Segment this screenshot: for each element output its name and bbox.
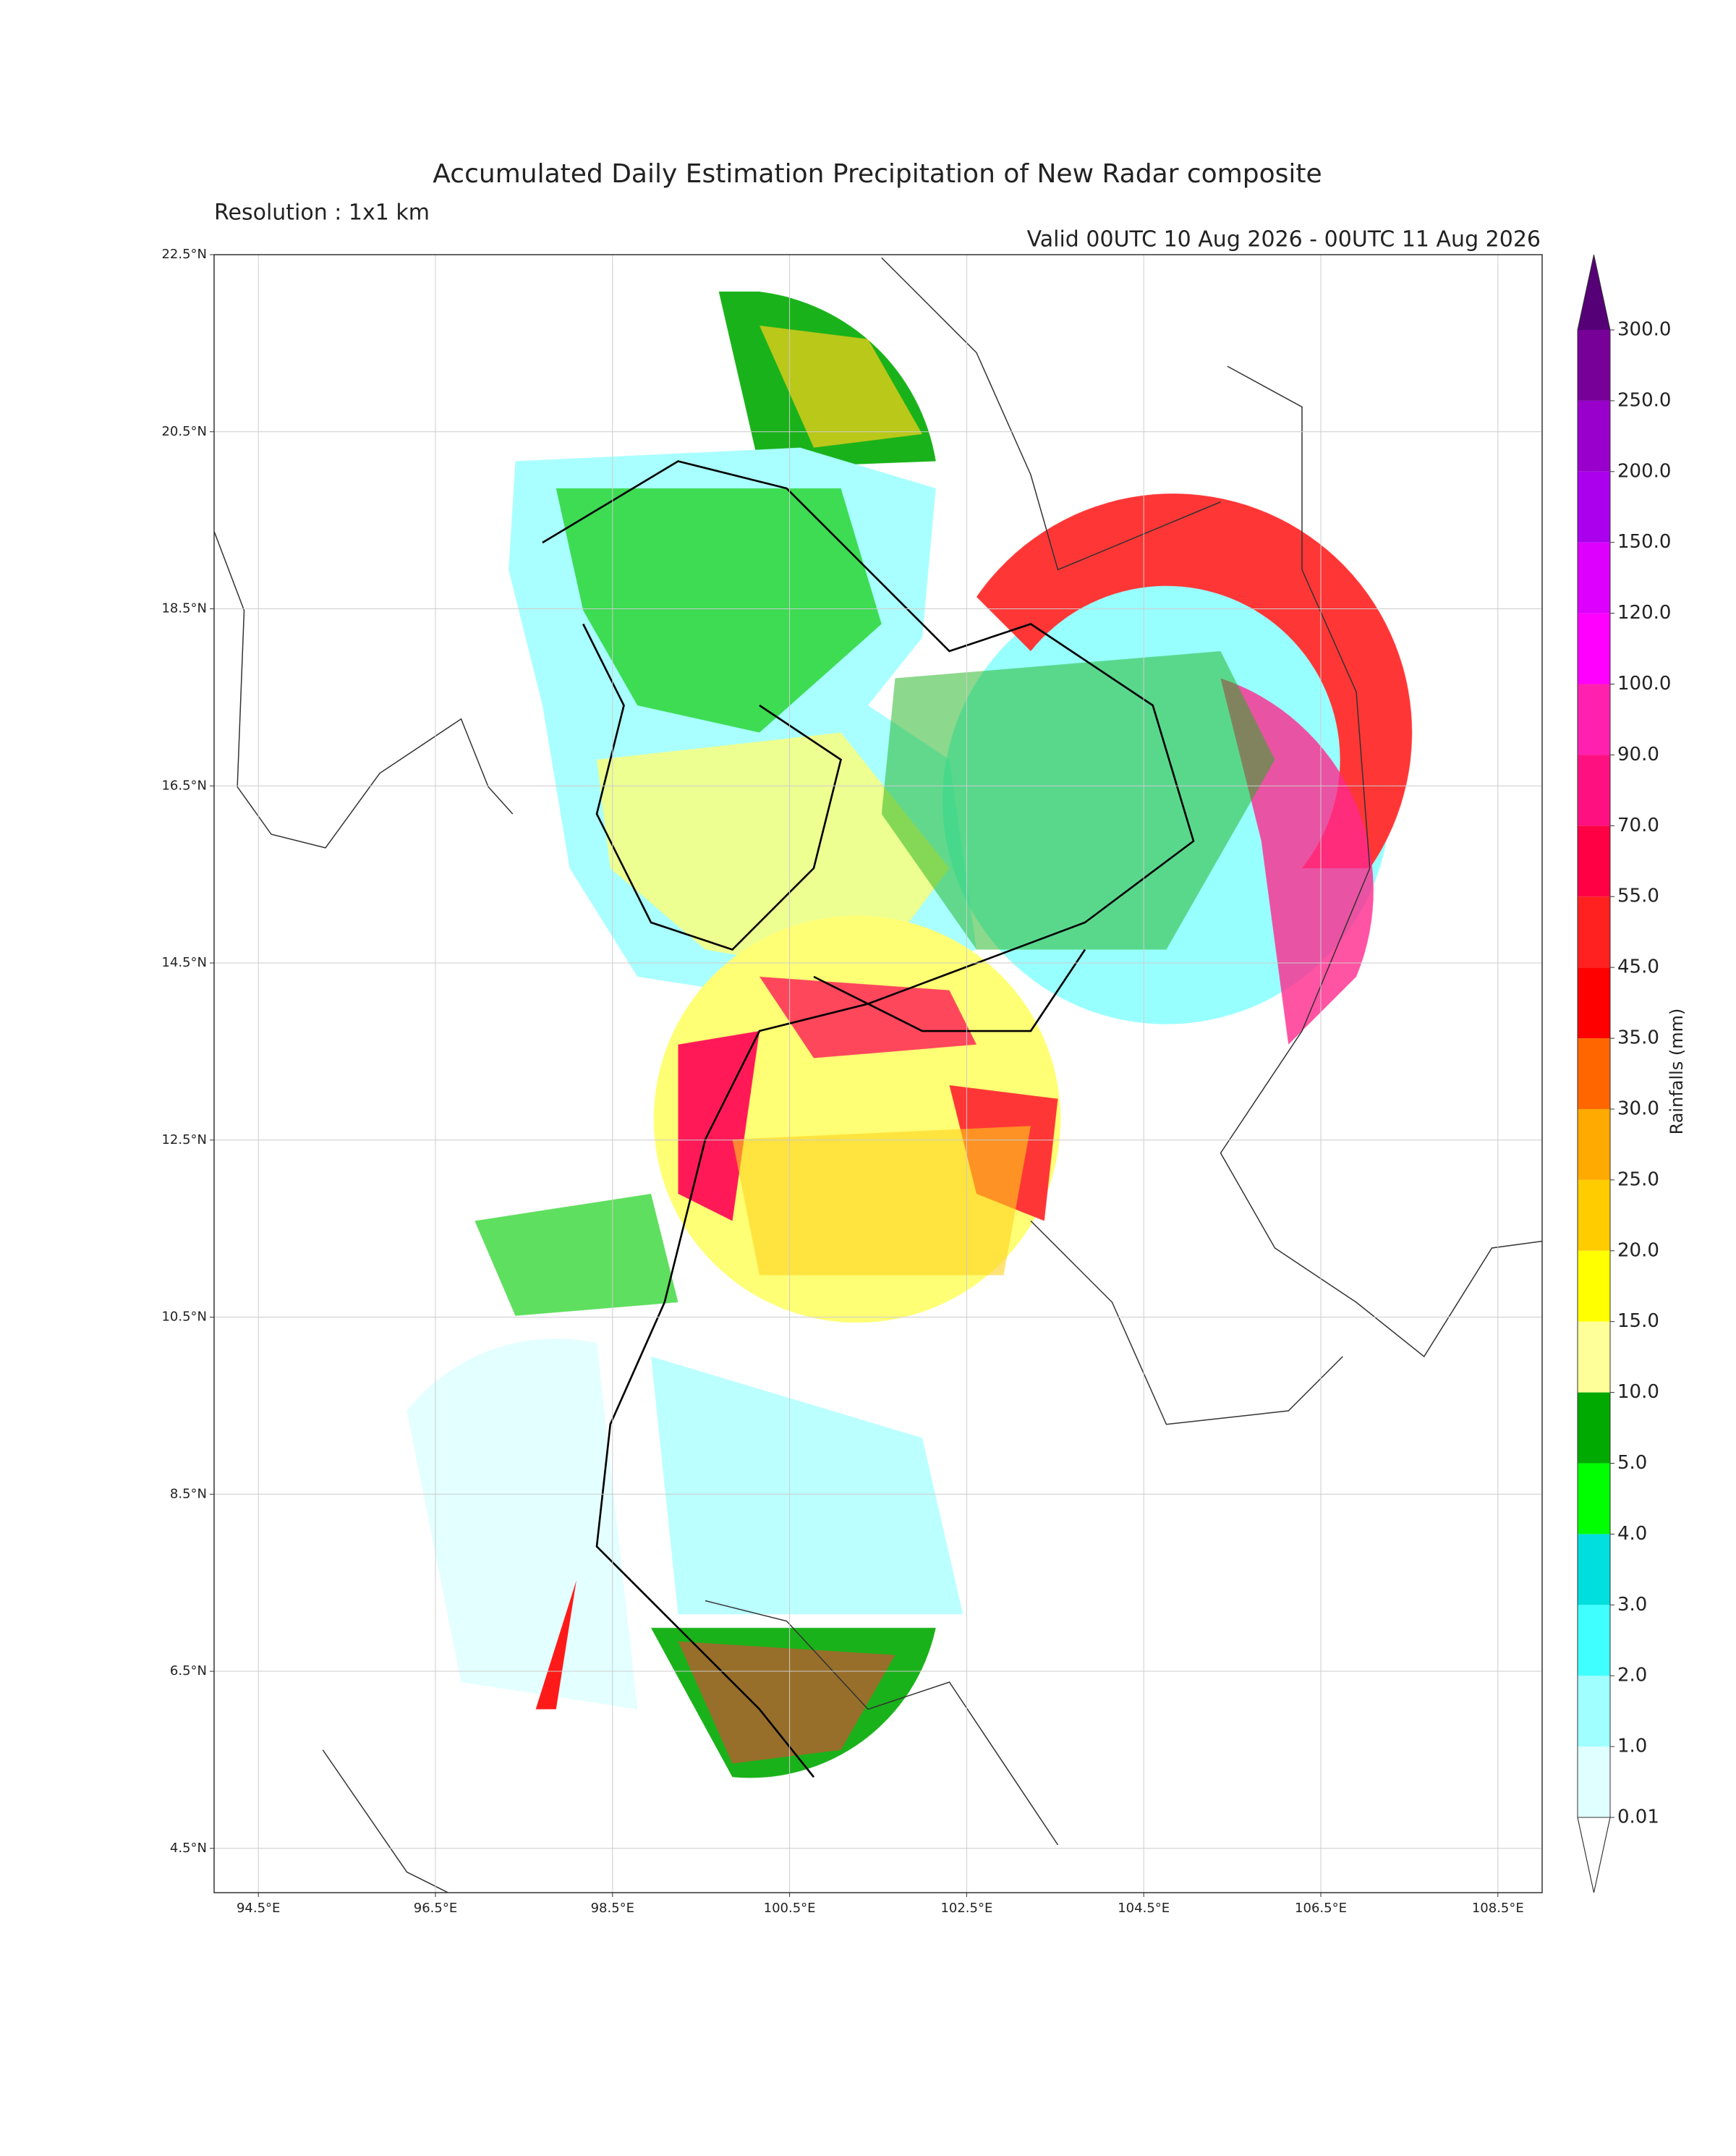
y-tick-label: 18.5°N [161, 601, 207, 616]
colorbar-tick-label: 300.0 [1617, 319, 1671, 341]
y-tick-label: 20.5°N [161, 424, 207, 439]
x-tick-label: 98.5°E [591, 1901, 634, 1916]
colorbar-tick-label: 100.0 [1617, 673, 1671, 695]
colorbar-band [1578, 613, 1610, 684]
valid-time: Valid 00UTC 10 Aug 2026 - 00UTC 11 Aug 2… [1027, 227, 1541, 252]
colorbar-band [1578, 1747, 1610, 1817]
colorbar-over [1578, 255, 1610, 330]
y-tick-label: 6.5°N [170, 1663, 207, 1678]
colorbar-band [1578, 1392, 1610, 1464]
colorbar-tick-label: 15.0 [1617, 1310, 1659, 1332]
colorbar-tick-label: 5.0 [1617, 1452, 1647, 1474]
x-tick-label: 108.5°E [1472, 1901, 1524, 1916]
colorbar-tick-label: 1.0 [1617, 1736, 1647, 1757]
colorbar-band [1578, 1179, 1610, 1251]
colorbar-tick-label: 30.0 [1617, 1098, 1659, 1119]
colorbar-band [1578, 1676, 1610, 1747]
coastlines [214, 257, 1542, 1893]
colorbar-tick-label: 10.0 [1617, 1381, 1659, 1403]
x-tick-label: 94.5°E [237, 1901, 280, 1916]
x-tick-label: 106.5°E [1295, 1901, 1347, 1916]
resolution: Resolution : 1x1 km [214, 200, 430, 226]
y-tick-label: 16.5°N [161, 778, 207, 793]
map-frame [213, 254, 1543, 1893]
colorbar-tick-label: 55.0 [1617, 886, 1659, 907]
colorbar-band [1578, 1321, 1610, 1393]
colorbar-band [1578, 967, 1610, 1039]
colorbar-band [1578, 1250, 1610, 1322]
colorbar-tick-label: 200.0 [1617, 460, 1671, 482]
colorbar-tick-label: 3.0 [1617, 1594, 1647, 1616]
colorbar-band [1578, 330, 1610, 401]
colorbar-tick-label: 25.0 [1617, 1168, 1659, 1190]
colorbar-band [1578, 1038, 1610, 1109]
map-area [214, 255, 1542, 1893]
y-tick-label: 12.5°N [161, 1132, 207, 1147]
colorbar-band [1578, 1108, 1610, 1180]
colorbar-tick-label: 90.0 [1617, 744, 1659, 765]
colorbar-band [1578, 542, 1610, 614]
colorbar-under [1577, 1817, 1611, 1893]
x-tick-label: 100.5°E [764, 1901, 816, 1916]
y-tick-label: 10.5°N [161, 1310, 207, 1325]
colorbar-band [1578, 400, 1610, 472]
x-tick-label: 102.5°E [940, 1901, 992, 1916]
y-tick-label: 22.5°N [161, 247, 207, 262]
colorbar-band [1578, 1463, 1610, 1535]
colorbar-tick-label: 250.0 [1617, 389, 1671, 411]
colorbar-tick-label: 35.0 [1617, 1027, 1659, 1049]
y-tick-label: 14.5°N [161, 955, 207, 970]
colorbar-band [1578, 1605, 1610, 1676]
colorbar-tick-label: 70.0 [1617, 815, 1659, 836]
colorbar-label: Rainfalls (mm) [1667, 1009, 1687, 1135]
colorbar-tick-label: 20.0 [1617, 1239, 1659, 1261]
colorbar-tick-label: 2.0 [1617, 1665, 1647, 1686]
colorbar-tick-label: 0.01 [1617, 1807, 1659, 1828]
y-tick-label: 8.5°N [170, 1486, 207, 1501]
colorbar-band [1578, 1534, 1610, 1605]
title: Accumulated Daily Estimation Precipitati… [433, 159, 1322, 189]
colorbar-band [1578, 471, 1610, 543]
y-tick-label: 4.5°N [170, 1841, 207, 1856]
colorbar-band [1578, 896, 1610, 968]
colorbar-tick-label: 4.0 [1617, 1523, 1647, 1545]
colorbar-band [1578, 755, 1610, 826]
colorbar-tick-label: 150.0 [1617, 531, 1671, 553]
colorbar-tick-label: 120.0 [1617, 602, 1671, 624]
colorbar-band [1578, 826, 1610, 897]
colorbar-band [1578, 684, 1610, 755]
colorbar-tick-label: 45.0 [1617, 956, 1659, 978]
radar-field [407, 292, 1413, 1778]
x-tick-label: 104.5°E [1118, 1901, 1170, 1916]
x-tick-label: 96.5°E [414, 1901, 457, 1916]
